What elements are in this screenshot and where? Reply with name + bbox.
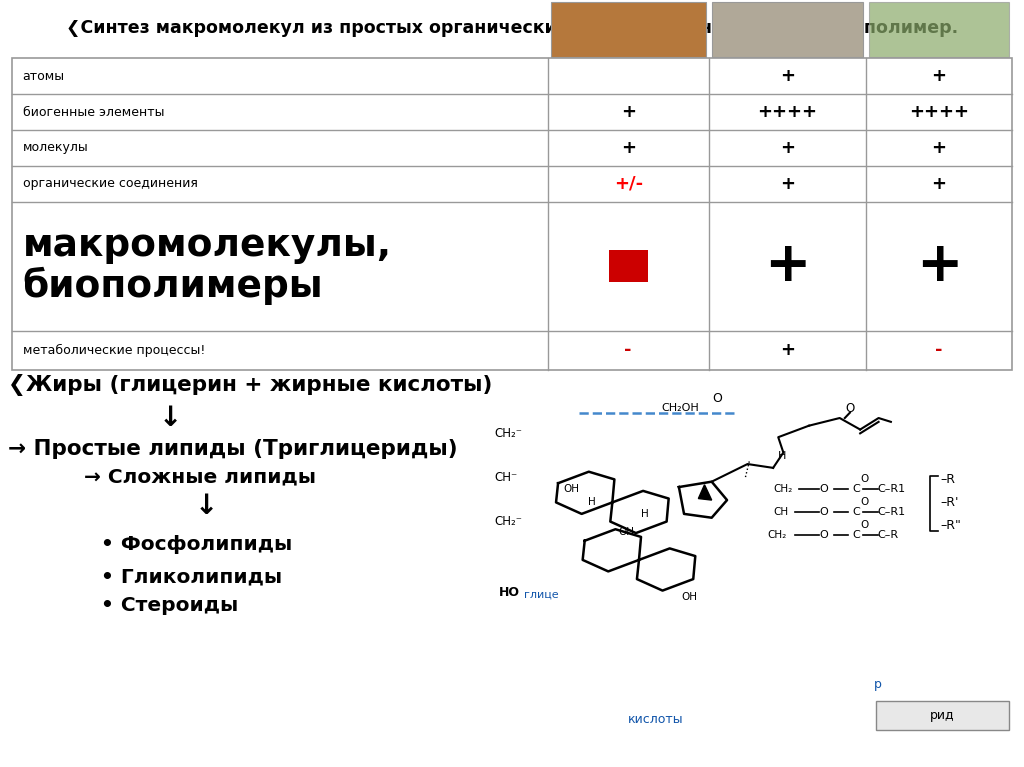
Text: молекулы: молекулы — [23, 141, 88, 154]
Text: C: C — [852, 484, 860, 495]
Text: OH: OH — [563, 483, 580, 494]
Text: –R": –R" — [940, 519, 961, 532]
Text: +: + — [780, 67, 795, 85]
Text: –R: –R — [940, 473, 955, 486]
Text: +: + — [780, 175, 795, 193]
Text: ↓: ↓ — [195, 492, 218, 520]
Bar — [876, 701, 1009, 730]
Text: -: - — [935, 341, 943, 359]
Text: органические соединения: органические соединения — [23, 177, 198, 190]
Text: O: O — [845, 402, 855, 414]
Text: +: + — [915, 239, 963, 293]
Text: • Гликолипиды: • Гликолипиды — [87, 568, 283, 586]
Bar — [712, 2, 863, 57]
Text: +: + — [780, 139, 795, 156]
Text: C–R1: C–R1 — [878, 484, 905, 495]
Text: +: + — [621, 103, 636, 121]
Text: ++++: ++++ — [909, 103, 969, 121]
Text: +/-: +/- — [613, 175, 643, 193]
Text: • Стероиды: • Стероиды — [87, 597, 239, 615]
Text: H: H — [778, 450, 786, 461]
Text: биогенные элементы: биогенные элементы — [23, 106, 164, 119]
Text: H: H — [641, 509, 649, 519]
Bar — [608, 250, 647, 282]
Text: O: O — [819, 507, 828, 518]
Text: атомы: атомы — [23, 70, 65, 83]
Bar — [551, 2, 706, 57]
Text: +: + — [621, 139, 636, 156]
Text: ❮Жиры (глицерин + жирные кислоты): ❮Жиры (глицерин + жирные кислоты) — [8, 374, 493, 396]
Text: CH₂⁻: CH₂⁻ — [495, 427, 522, 439]
Text: +: + — [932, 175, 946, 193]
Text: ↓: ↓ — [159, 404, 182, 432]
Text: +: + — [932, 67, 946, 85]
Text: +: + — [780, 341, 795, 359]
Text: -: - — [625, 341, 632, 359]
Text: O: O — [860, 520, 868, 531]
Text: CH₂OH: CH₂OH — [662, 403, 698, 413]
Text: –R': –R' — [940, 496, 958, 509]
Text: → Сложные липиды: → Сложные липиды — [56, 468, 316, 486]
Polygon shape — [698, 485, 712, 500]
Text: OH: OH — [681, 591, 697, 602]
Text: +: + — [764, 239, 811, 293]
Text: CH₂⁻: CH₂⁻ — [495, 515, 522, 528]
Text: кислоты: кислоты — [628, 713, 683, 726]
Text: метаболические процессы!: метаболические процессы! — [23, 344, 205, 357]
Bar — [869, 2, 1009, 57]
Text: ++++: ++++ — [758, 103, 817, 121]
Text: р: р — [873, 678, 882, 690]
Text: макромолекулы,
биополимеры: макромолекулы, биополимеры — [23, 228, 391, 304]
Text: рид: рид — [930, 709, 954, 722]
Text: O: O — [860, 474, 868, 485]
Text: C: C — [852, 507, 860, 518]
Text: HO: HO — [499, 586, 520, 598]
Text: ❮Синтез макромолекул из простых органических молекул. Понятия мономер, полимер.: ❮Синтез макромолекул из простых органиче… — [66, 19, 958, 37]
Text: O: O — [712, 392, 722, 405]
Text: C: C — [852, 530, 860, 541]
Text: глице: глице — [524, 589, 559, 600]
Text: CH₂: CH₂ — [767, 530, 786, 541]
Text: C–R: C–R — [878, 530, 899, 541]
Text: +: + — [932, 139, 946, 156]
Text: CH⁻: CH⁻ — [495, 471, 518, 483]
Text: CH: CH — [773, 507, 788, 518]
Text: CH₂: CH₂ — [773, 484, 793, 495]
Text: C–R1: C–R1 — [878, 507, 905, 518]
Text: O: O — [819, 484, 828, 495]
Text: O: O — [860, 497, 868, 508]
Text: → Простые липиды (Триглицериды): → Простые липиды (Триглицериды) — [8, 439, 458, 459]
Text: H: H — [588, 497, 596, 508]
Bar — [12, 58, 1012, 370]
Text: • Фосфолипиды: • Фосфолипиды — [87, 535, 292, 554]
Text: OH: OH — [618, 526, 635, 537]
Text: O: O — [819, 530, 828, 541]
